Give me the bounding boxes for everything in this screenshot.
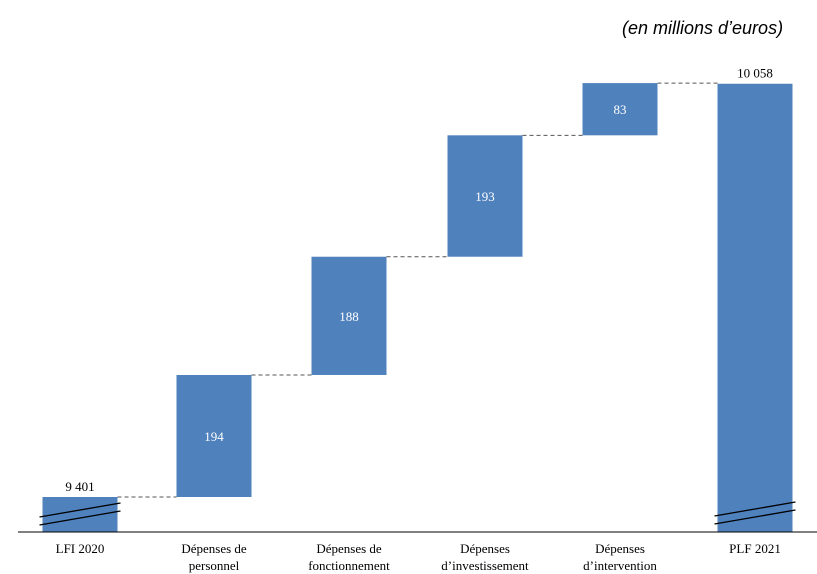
value-label-3: 193 bbox=[475, 189, 495, 204]
connectors bbox=[117, 82, 718, 498]
axis-break-mark bbox=[714, 501, 796, 517]
value-label-2: 188 bbox=[339, 309, 359, 324]
bar-1 bbox=[176, 374, 252, 497]
value-label-5: 10 058 bbox=[737, 66, 773, 81]
category-labels: LFI 2020 Dépenses de personnel Dépenses de f… bbox=[56, 541, 781, 573]
bar-5 bbox=[717, 83, 793, 532]
category-label-5: PLF 2021 bbox=[729, 541, 781, 556]
bar-2 bbox=[311, 256, 387, 375]
category-label-4: Dépenses d’intervention bbox=[583, 541, 657, 573]
bar-3 bbox=[447, 135, 523, 257]
value-label-0: 9 401 bbox=[65, 479, 94, 494]
unit-note: (en millions d’euros) bbox=[622, 18, 784, 38]
value-label-4: 83 bbox=[614, 102, 627, 117]
category-label-1: Dépenses de personnel bbox=[181, 541, 247, 573]
category-label-0: LFI 2020 bbox=[56, 541, 105, 556]
category-label-2: Dépenses de fonctionnement bbox=[308, 541, 390, 573]
value-label-1: 194 bbox=[204, 429, 224, 444]
axis-break-mark bbox=[39, 502, 121, 518]
category-label-3: Dépenses d’investissement bbox=[441, 541, 529, 573]
value-labels: 9 401 194 188 193 83 10 058 bbox=[65, 66, 773, 494]
axis-break-mark bbox=[39, 510, 121, 526]
axis-break-mark bbox=[714, 509, 796, 525]
bar-4 bbox=[582, 83, 658, 136]
bars bbox=[42, 83, 793, 532]
axis-breaks bbox=[39, 501, 796, 526]
